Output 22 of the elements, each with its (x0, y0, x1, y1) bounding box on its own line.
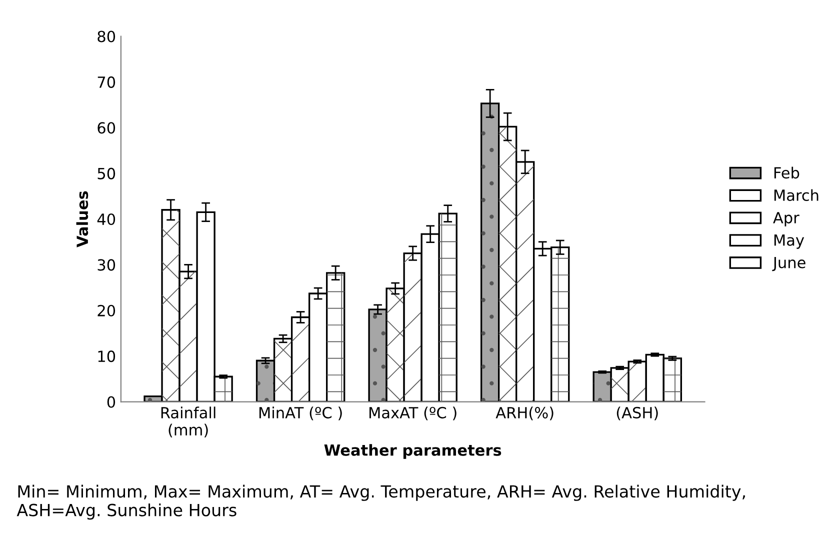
y-tick-label: 40 (97, 213, 116, 226)
legend-label: Apr (773, 212, 800, 226)
y-tick-label: 80 (98, 30, 116, 42)
legend-label: March (774, 189, 818, 202)
y-tick-label: 70 (98, 76, 116, 88)
y-axis-title: Values (76, 191, 88, 248)
y-tick-label: 0 (107, 396, 116, 408)
y-tick-label: 20 (98, 304, 116, 316)
y-tick-label: 60 (98, 122, 116, 134)
legend-label: June (772, 256, 806, 272)
legend-label: Feb (774, 166, 800, 179)
x-axis-title: Weather parameters (324, 444, 502, 459)
x-tick-label: MinAT (ºC ) (259, 406, 342, 420)
y-tick-label: 30 (98, 259, 116, 271)
x-tick-label: MaxAT (ºC ) (369, 406, 456, 420)
text: Min= Minimum, Max= Maximum, AT= Avg. Temperature, ARH= Avg. Relative Humidity, ASH=Avg. Sunshine Hours (16, 484, 745, 520)
x-tick-label: ARH(%) (496, 406, 554, 420)
x-tick-label: (ASH) (616, 406, 658, 420)
legend-label: May (774, 234, 804, 249)
x-tick-label: Rainfall (mm) (161, 406, 216, 438)
y-tick-label: 10 (98, 350, 116, 362)
y-tick-label: 50 (98, 168, 116, 180)
